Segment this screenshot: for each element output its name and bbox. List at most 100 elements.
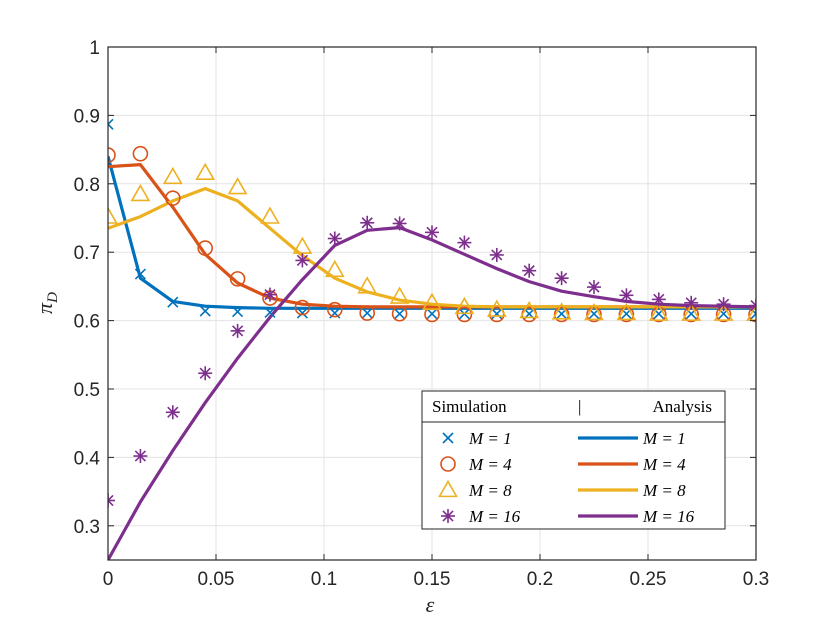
- x-tick-label: 0.15: [414, 569, 451, 590]
- simulation-point-m-8: [389, 286, 410, 304]
- y-tick-label: 0.9: [74, 106, 100, 127]
- simulation-point-m-8: [292, 236, 313, 254]
- simulation-point-m-8: [713, 303, 734, 321]
- legend-header-analysis: Analysis: [653, 397, 713, 416]
- simulation-point-m-8: [519, 300, 540, 319]
- simulation-point-m-1: [134, 268, 146, 280]
- x-tick-label: 0.05: [198, 569, 235, 590]
- simulation-point-m-1: [199, 305, 211, 317]
- y-tick-label: 0.6: [74, 312, 100, 333]
- y-tick-label: 0.8: [74, 175, 100, 196]
- simulation-point-m-4: [165, 190, 181, 206]
- simulation-point-m-8: [746, 303, 756, 321]
- simulation-point-m-16: [133, 449, 148, 464]
- simulation-point-m-8: [357, 276, 378, 294]
- simulation-point-m-16: [392, 216, 407, 231]
- simulation-point-m-8: [195, 162, 216, 181]
- y-tick-label: 0.5: [74, 380, 100, 401]
- legend-marker-m-8: [438, 479, 458, 498]
- y-axis-label: πD: [32, 292, 61, 314]
- y-tick-label: 0.3: [74, 517, 100, 538]
- legend-header-simulation: Simulation: [432, 397, 507, 416]
- legend-analysis-label: M = 1: [642, 429, 686, 448]
- simulation-point-m-16: [295, 253, 310, 268]
- analysis-line-m-16: [108, 226, 756, 560]
- simulation-point-m-16: [619, 288, 634, 303]
- simulation-point-m-8: [260, 206, 280, 224]
- simulation-point-m-8: [486, 299, 507, 317]
- legend-analysis-label: M = 8: [642, 481, 686, 500]
- simulation-point-m-16: [198, 366, 213, 381]
- simulation-point-m-16: [108, 493, 115, 508]
- simulation-point-m-1: [167, 296, 179, 308]
- simulation-point-m-1: [491, 308, 503, 320]
- simulation-point-m-8: [584, 302, 604, 321]
- simulation-point-m-4: [748, 306, 756, 323]
- x-axis-label: ε: [426, 592, 435, 617]
- simulation-point-m-4: [294, 299, 311, 316]
- simulation-point-m-4: [197, 240, 213, 256]
- legend-marker-m-4: [440, 456, 456, 472]
- x-tick-label: 0: [103, 569, 114, 590]
- simulation-markers: [108, 118, 756, 508]
- simulation-point-m-16: [457, 235, 472, 250]
- simulation-point-m-8: [616, 302, 637, 321]
- simulation-point-m-4: [108, 147, 116, 163]
- legend-analysis-label: M = 4: [642, 455, 686, 474]
- legend: Simulation | Analysis M = 1 M = 1 M = 4 M =…: [421, 390, 726, 530]
- simulation-point-m-4: [650, 306, 667, 323]
- legend-rows: M = 1 M = 1 M = 4 M = 4 M = 8 M = 8 M = 16 M = …: [438, 429, 695, 526]
- simulation-point-m-4: [424, 306, 440, 323]
- simulation-point-m-16: [230, 323, 245, 338]
- simulation-point-m-8: [454, 296, 475, 315]
- tick-labels: 0 0.05 0.1 0.15 0.2 0.25 0.3 0.3 0.4 0.5 0.6 0.7 0.8…: [74, 38, 770, 590]
- legend-marker-m-1: [442, 432, 454, 444]
- simulation-point-m-4: [229, 271, 246, 287]
- simulation-point-m-1: [394, 308, 406, 320]
- y-tick-label: 0.7: [74, 243, 100, 264]
- simulation-point-m-8: [422, 292, 442, 310]
- simulation-point-m-4: [326, 301, 343, 318]
- simulation-point-m-16: [425, 225, 439, 240]
- simulation-point-m-4: [456, 306, 473, 323]
- simulation-point-m-16: [165, 405, 180, 420]
- simulation-point-m-16: [554, 271, 569, 286]
- simulation-point-m-4: [391, 305, 408, 322]
- simulation-point-m-1: [426, 308, 438, 320]
- simulation-point-m-16: [327, 231, 342, 246]
- simulation-point-m-8: [227, 177, 248, 195]
- simulation-point-m-8: [130, 183, 151, 202]
- simulation-point-m-1: [232, 306, 244, 318]
- legend-sim-label: M = 4: [468, 455, 512, 474]
- simulation-point-m-8: [551, 302, 572, 320]
- x-tick-label: 0.2: [527, 569, 553, 590]
- simulation-point-m-8: [681, 303, 702, 321]
- legend-sim-label: M = 1: [468, 429, 512, 448]
- simulation-point-m-8: [162, 166, 183, 185]
- simulation-point-m-1: [361, 307, 373, 319]
- legend-analysis-label: M = 16: [642, 507, 695, 526]
- simulation-point-m-16: [489, 247, 504, 262]
- simulation-point-m-1: [264, 306, 276, 318]
- simulation-point-m-16: [263, 287, 277, 302]
- legend-header-separator: |: [578, 397, 581, 416]
- legend-box: [421, 390, 726, 530]
- x-tick-label: 0.25: [630, 569, 667, 590]
- svg-text:πD: πD: [32, 292, 61, 314]
- simulation-point-m-16: [522, 263, 537, 278]
- simulation-point-m-16: [716, 297, 731, 312]
- simulation-point-m-4: [359, 305, 376, 321]
- simulation-point-m-16: [684, 295, 699, 310]
- simulation-point-m-16: [749, 298, 756, 313]
- simulation-point-m-8: [648, 303, 669, 321]
- y-axis-label-main: π: [32, 302, 57, 314]
- simulation-point-m-4: [132, 145, 149, 162]
- x-tick-label: 0.3: [743, 569, 769, 590]
- y-tick-label: 0.4: [74, 448, 101, 469]
- y-tick-label: 1: [89, 38, 100, 59]
- simulation-point-m-1: [296, 307, 308, 319]
- simulation-point-m-8: [324, 259, 345, 278]
- legend-marker-m-16: [441, 509, 455, 523]
- legend-sim-label: M = 8: [468, 481, 512, 500]
